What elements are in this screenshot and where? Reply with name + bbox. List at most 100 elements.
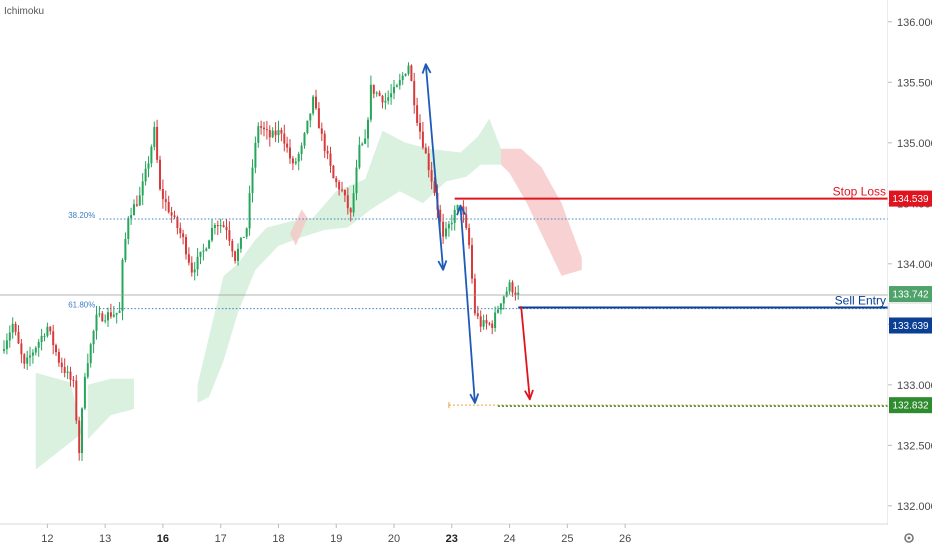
candle <box>5 333 8 355</box>
candle <box>225 219 228 240</box>
y-tick-label: 135.000 <box>897 138 932 150</box>
candle <box>167 195 170 214</box>
candle <box>43 333 46 342</box>
arrow-head <box>437 260 448 271</box>
candle <box>447 221 450 237</box>
candle <box>170 206 173 223</box>
candle <box>349 207 352 222</box>
candle <box>332 164 335 179</box>
cloud-red-area <box>290 209 308 246</box>
candle <box>378 90 381 97</box>
candle <box>329 146 332 173</box>
candle <box>127 216 130 245</box>
candle <box>159 155 161 191</box>
candle <box>291 155 294 170</box>
candle <box>352 185 355 217</box>
arrow-line <box>424 64 445 270</box>
arrow-head <box>421 63 432 74</box>
candle <box>372 84 375 99</box>
candle <box>11 317 14 339</box>
candle <box>187 247 190 266</box>
candle <box>40 328 43 351</box>
candle <box>517 285 520 300</box>
x-tick-label: 18 <box>272 533 284 545</box>
candle <box>138 186 141 206</box>
y-tick-label: 132.000 <box>897 501 932 513</box>
candle <box>89 342 92 368</box>
candle <box>193 262 196 281</box>
candle <box>112 306 115 318</box>
candle <box>104 314 107 324</box>
candle <box>55 343 57 356</box>
projection-arrows <box>421 63 534 404</box>
candle <box>164 190 167 211</box>
candle <box>31 349 34 364</box>
x-tick-label: 17 <box>215 533 227 545</box>
candle <box>445 221 447 240</box>
arrow-head <box>469 393 480 404</box>
candle <box>384 92 387 110</box>
candle <box>367 117 369 148</box>
settings-gear-icon[interactable] <box>904 533 914 543</box>
candle <box>234 250 237 264</box>
candle <box>355 159 358 201</box>
candle <box>182 229 185 245</box>
price-axis[interactable] <box>888 0 932 550</box>
candle <box>286 136 289 153</box>
candle <box>280 127 283 142</box>
candle <box>323 130 326 158</box>
candle <box>268 125 271 147</box>
time-axis[interactable] <box>0 525 888 550</box>
candle <box>92 329 95 354</box>
y-tick-label: 135.500 <box>897 77 932 89</box>
x-tick-label: 23 <box>446 533 458 545</box>
candle <box>52 324 55 355</box>
candle <box>83 372 86 410</box>
arrow-line <box>520 306 531 400</box>
candle <box>338 179 341 196</box>
candle <box>109 303 112 319</box>
arrow-line <box>459 205 476 404</box>
candle <box>141 173 144 205</box>
candle <box>121 258 124 321</box>
y-tick-label: 136.000 <box>897 17 932 29</box>
candle <box>72 376 75 388</box>
candle <box>453 205 456 231</box>
candle <box>309 113 312 128</box>
candle <box>511 280 514 297</box>
candle <box>263 121 265 137</box>
candle <box>456 204 459 213</box>
x-axis-ticks: 12 13 16 17 18 19 20 23 24 25 26 <box>41 524 631 545</box>
candle <box>8 325 11 348</box>
candle <box>297 151 300 171</box>
y-tick-label: 134.000 <box>897 259 932 271</box>
candle <box>144 161 147 186</box>
candle <box>161 179 164 209</box>
stop-loss-tag-bg <box>889 190 932 207</box>
x-tick-label: 24 <box>503 533 515 545</box>
candle <box>133 199 135 216</box>
candle <box>147 156 150 178</box>
candle <box>390 84 393 105</box>
candle <box>219 218 222 233</box>
candle <box>381 94 384 109</box>
candle <box>63 358 66 378</box>
target-tag-bg <box>889 397 932 414</box>
candle <box>300 142 303 161</box>
candle <box>395 83 398 88</box>
candles <box>3 62 520 461</box>
candle <box>407 62 410 76</box>
candle <box>190 256 193 277</box>
candle <box>213 223 216 235</box>
candle <box>26 350 29 370</box>
candle <box>485 314 488 330</box>
candle <box>505 286 508 298</box>
candle <box>101 311 104 322</box>
candle <box>248 185 251 236</box>
cloud-red-area <box>500 148 582 276</box>
candle <box>289 139 291 164</box>
candle <box>245 227 248 240</box>
candle <box>497 305 499 314</box>
x-tick-label: 26 <box>619 533 631 545</box>
candle <box>369 75 372 123</box>
